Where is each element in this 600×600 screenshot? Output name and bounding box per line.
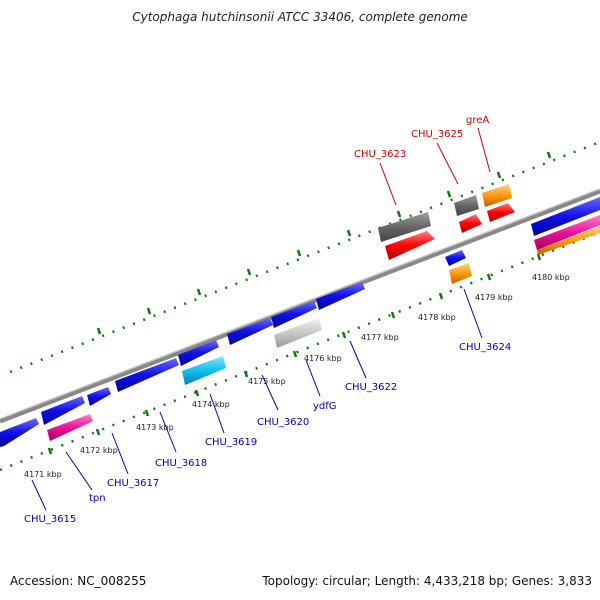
gene-blue-9[interactable] [531,197,600,236]
kbp-label: 4178 kbp [418,313,456,322]
gene-red-2[interactable] [459,214,482,233]
gene-blue-4[interactable] [115,358,179,392]
gene-grey-3623[interactable] [378,212,431,242]
gene-lightgrey-ydfG[interactable] [274,318,322,348]
kbp-label: 4173 kbp [136,423,174,432]
genome-backbone [0,188,600,424]
gene-grey-3625[interactable] [454,195,479,216]
gene-red-3[interactable] [487,203,515,222]
gene-label[interactable]: CHU_3623 [354,149,406,160]
gene-labels-top: CHU_3623 CHU_3625 greA [354,115,489,160]
gene-label[interactable]: CHU_3622 [345,382,397,393]
gene-label[interactable]: CHU_3620 [257,417,309,428]
gene-orange-right[interactable] [537,226,600,255]
kbp-label: 4172 kbp [80,446,118,455]
accession-text: Accession: NC_008255 [10,574,147,588]
kbp-label: 4174 kbp [192,400,230,409]
gene-label[interactable]: CHU_3618 [155,458,207,469]
gene-blue-5[interactable] [178,340,219,366]
gene-label[interactable]: CHU_3624 [459,342,511,353]
label-leaders-bottom [31,288,483,511]
gene-label[interactable]: CHU_3625 [411,129,463,140]
kbp-labels: 4171 kbp 4172 kbp 4173 kbp 4174 kbp 4175… [24,273,570,479]
gene-blue-3[interactable] [87,387,111,406]
map-title: Cytophaga hutchinsonii ATCC 33406, compl… [132,10,468,24]
kbp-label: 4180 kbp [532,273,570,282]
gene-blue-3624[interactable] [445,250,466,266]
gene-label[interactable]: greA [466,115,489,126]
gene-label[interactable]: CHU_3617 [107,478,159,489]
kbp-label: 4179 kbp [475,293,513,302]
gene-orange-greA[interactable] [482,184,512,207]
kbp-label: 4176 kbp [304,354,342,363]
gene-orange-lower[interactable] [449,263,472,284]
gene-blue-1[interactable] [0,418,39,447]
gene-label[interactable]: tpn [89,493,106,504]
gene-red-1[interactable] [385,231,435,260]
label-leaders-top [379,127,491,206]
gene-label[interactable]: CHU_3615 [24,514,76,525]
kbp-label: 4175 kbp [248,377,286,386]
outer-tick-track [9,140,600,374]
gene-labels-bottom: CHU_3615 tpn CHU_3617 CHU_3618 CHU_3619 … [24,342,511,525]
gene-cyan[interactable] [182,356,226,385]
gene-magenta-right[interactable] [534,215,600,250]
genome-summary-text: Topology: circular; Length: 4,433,218 bp… [262,574,592,588]
gene-blue-7[interactable] [271,301,317,328]
major-ticks [47,151,552,455]
gene-blue-8[interactable] [316,282,365,310]
gene-label[interactable]: CHU_3619 [205,437,257,448]
gene-blue-6[interactable] [227,318,273,345]
gene-label[interactable]: ydfG [313,401,337,412]
gene-blue-2[interactable] [41,396,85,425]
gene-magenta-tpn[interactable] [47,414,93,441]
kbp-label: 4171 kbp [24,470,62,479]
kbp-label: 4177 kbp [361,333,399,342]
